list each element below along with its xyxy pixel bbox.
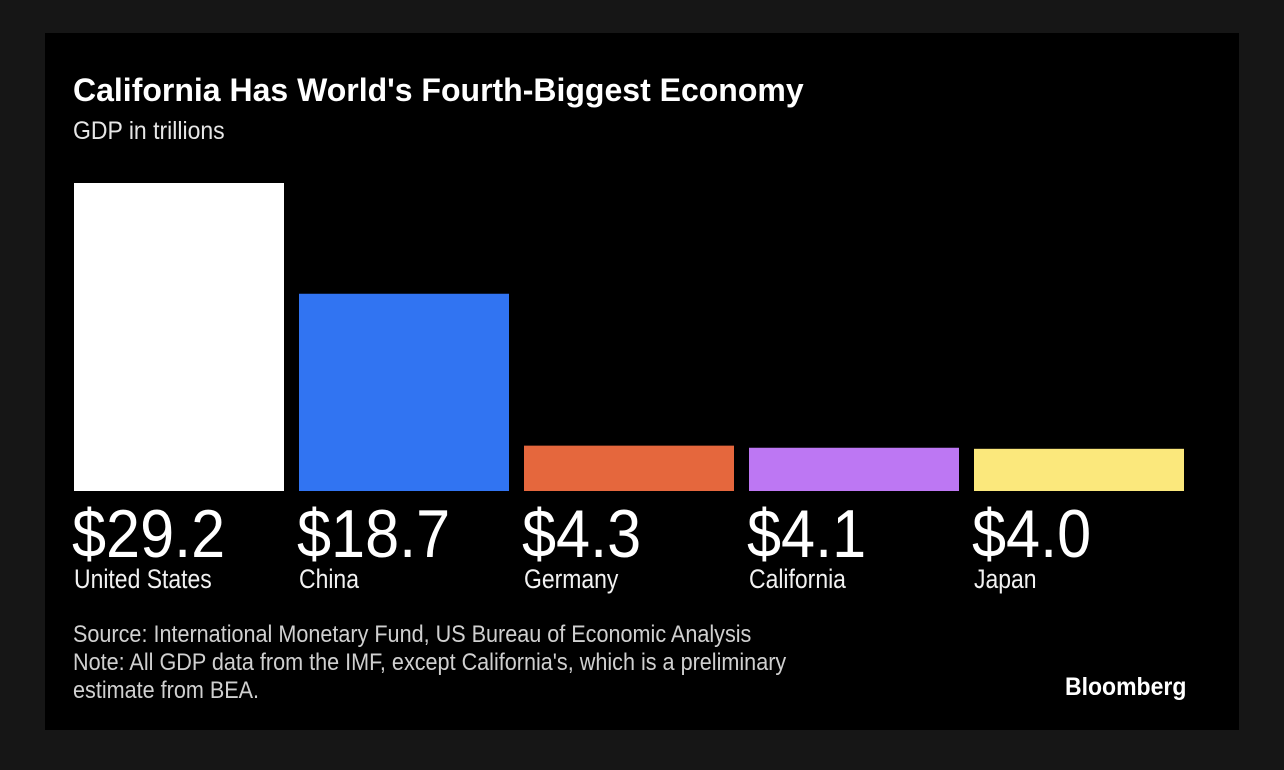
value-label: $29.2 (72, 496, 226, 572)
value-label: $18.7 (297, 496, 451, 572)
bar-china (299, 293, 509, 491)
note-line-2: estimate from BEA. (73, 677, 260, 704)
value-label: $4.0 (972, 496, 1092, 572)
note-line-1: Note: All GDP data from the IMF, except … (73, 649, 787, 676)
category-label: United States (74, 564, 212, 594)
bar-united-states (74, 183, 284, 491)
value-label: $4.1 (747, 496, 867, 572)
category-label: Germany (524, 564, 619, 594)
value-label: $4.3 (522, 496, 642, 572)
bar-california (749, 447, 959, 491)
bar-germany (524, 445, 734, 491)
bar-chart (74, 183, 1184, 491)
chart-title: California Has World's Fourth-Biggest Ec… (73, 72, 804, 108)
bar-japan (974, 448, 1184, 491)
category-label: Japan (974, 564, 1037, 594)
category-label: California (749, 564, 846, 594)
source-note: Source: International Monetary Fund, US … (73, 621, 752, 648)
category-label: China (299, 564, 359, 594)
chart-panel: California Has World's Fourth-Biggest Ec… (45, 33, 1239, 730)
bloomberg-logo: Bloomberg (1065, 673, 1187, 701)
chart-subtitle: GDP in trillions (73, 117, 225, 145)
